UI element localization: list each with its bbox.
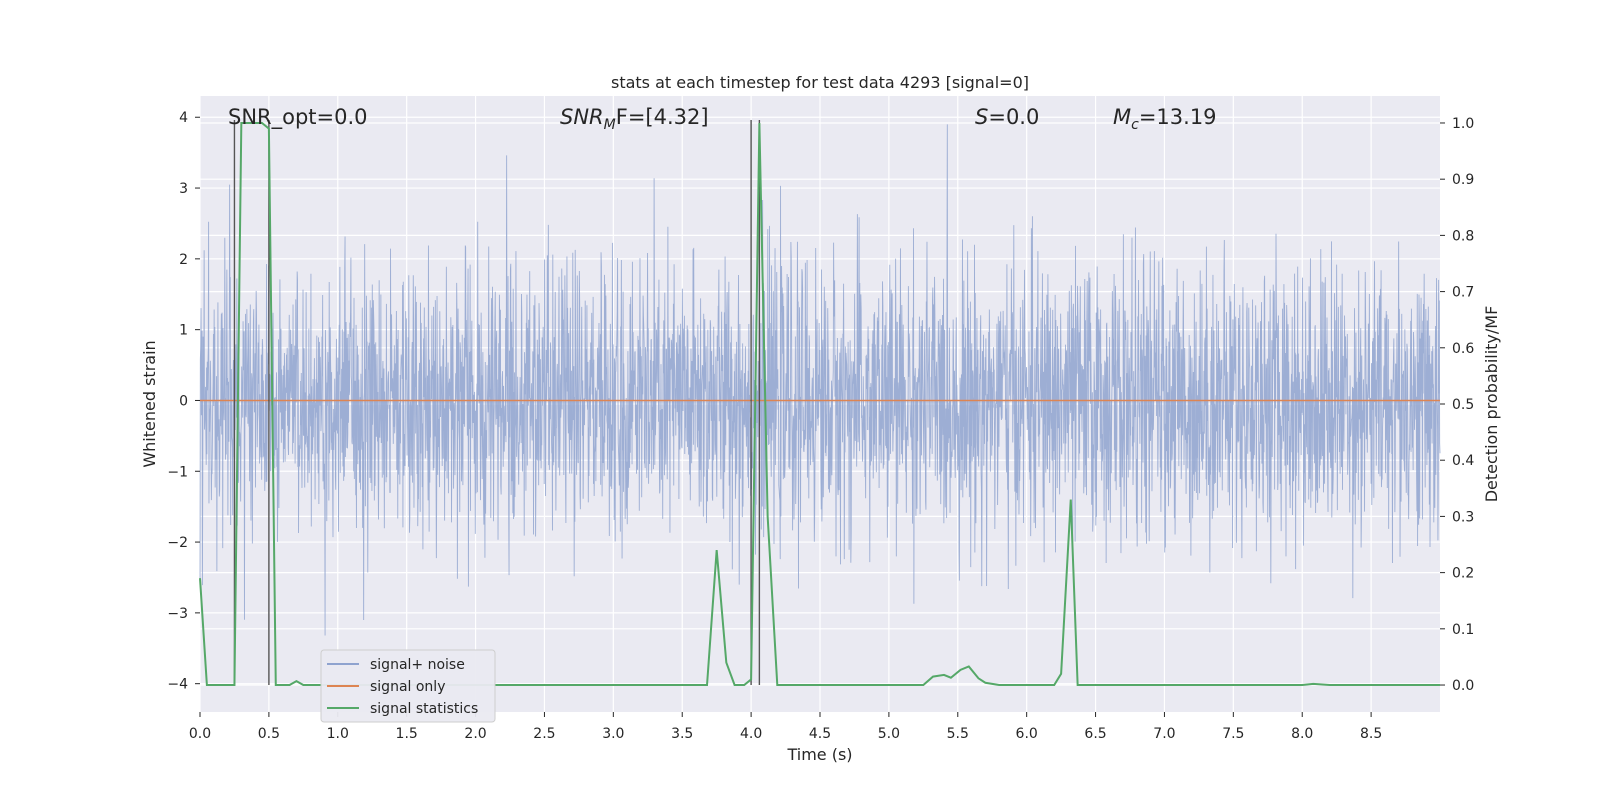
y-axis-label: Whitened strain xyxy=(140,340,159,467)
mc-rest: =13.19 xyxy=(1139,105,1217,129)
y2-tick-label: 0.6 xyxy=(1452,341,1474,357)
x-ticks: 0.0 0.5 1.0 1.5 2.0 2.5 3.0 3.5 4.0 4.5 5.0 5.5 6.0 6… xyxy=(189,712,1382,742)
x-tick-label: 3.0 xyxy=(602,726,624,742)
snr-mf-rest: F=[4.32] xyxy=(616,105,709,129)
x-tick-label: 0.5 xyxy=(258,726,280,742)
annotation-snr-mf: SNRMF=[4.32] xyxy=(560,105,709,133)
y2-tick-label: 0.1 xyxy=(1452,622,1474,638)
y-tick-label: −3 xyxy=(167,606,188,622)
x-tick-label: 5.5 xyxy=(947,726,969,742)
y-tick-label: −1 xyxy=(167,464,188,480)
mc-sub: c xyxy=(1131,117,1139,133)
s-rest: =0.0 xyxy=(988,105,1039,129)
x-tick-label: 1.5 xyxy=(396,726,418,742)
y-tick-label: 1 xyxy=(179,323,188,339)
y-tick-label: 0 xyxy=(179,393,188,409)
y2-tick-label: 1.0 xyxy=(1452,116,1474,132)
x-tick-label: 7.0 xyxy=(1153,726,1175,742)
y2-tick-label: 0.7 xyxy=(1452,285,1474,301)
y2-axis-label: Detection probability/MF xyxy=(1482,306,1501,503)
y2-tick-label: 0.8 xyxy=(1452,228,1474,244)
y2-tick-label: 0.4 xyxy=(1452,453,1474,469)
x-tick-label: 2.5 xyxy=(533,726,555,742)
y-tick-label: 4 xyxy=(179,110,188,126)
x-tick-label: 6.0 xyxy=(1016,726,1038,742)
x-tick-label: 5.0 xyxy=(878,726,900,742)
y2-tick-label: 0.3 xyxy=(1452,509,1474,525)
y2-tick-label: 0.5 xyxy=(1452,397,1474,413)
legend-label-noise: signal+ noise xyxy=(370,657,465,673)
x-tick-label: 3.5 xyxy=(671,726,693,742)
snr-mf-base: SNR xyxy=(560,105,604,129)
y-tick-label: 3 xyxy=(179,181,188,197)
y2-tick-label: 0.9 xyxy=(1452,172,1474,188)
y-tick-label: −4 xyxy=(167,677,188,693)
x-tick-label: 4.0 xyxy=(740,726,762,742)
annotation-snr-opt: SNR_opt=0.0 xyxy=(228,105,368,130)
x-axis-label: Time (s) xyxy=(786,745,852,764)
y2-tick-label: 0.0 xyxy=(1452,678,1474,694)
x-tick-label: 1.0 xyxy=(327,726,349,742)
legend-box xyxy=(320,649,496,723)
x-tick-label: 2.0 xyxy=(464,726,486,742)
x-tick-label: 8.5 xyxy=(1360,726,1382,742)
chart-title: stats at each timestep for test data 429… xyxy=(611,73,1029,92)
y-tick-label: −2 xyxy=(167,535,188,551)
x-tick-label: 7.5 xyxy=(1222,726,1244,742)
legend: signal+ noise signal only signal statist… xyxy=(320,649,496,723)
y-tick-label: 2 xyxy=(179,252,188,268)
x-tick-label: 8.0 xyxy=(1291,726,1313,742)
statistics-line xyxy=(199,121,1440,687)
y2-tick-label: 0.2 xyxy=(1452,566,1474,582)
annotation-mc: Mc=13.19 xyxy=(1113,105,1217,133)
signal-statistics-series xyxy=(199,121,1440,687)
vertical-markers xyxy=(233,119,761,686)
x-tick-label: 6.5 xyxy=(1084,726,1106,742)
annotation-s: S=0.0 xyxy=(975,105,1039,129)
mc-base: M xyxy=(1113,105,1131,129)
s-base: S xyxy=(975,105,988,129)
legend-label-signal-only: signal only xyxy=(370,679,445,695)
snr-mf-sub: M xyxy=(604,117,616,133)
legend-label-statistics: signal statistics xyxy=(370,701,478,717)
x-tick-label: 4.5 xyxy=(809,726,831,742)
x-tick-label: 0.0 xyxy=(189,726,211,742)
y2-ticks: 0.0 0.1 0.2 0.3 0.4 0.5 0.6 0.7 0.8 0.9 1.0 xyxy=(1440,116,1474,694)
y-ticks: −4 −3 −2 −1 0 1 2 3 4 xyxy=(167,110,200,693)
